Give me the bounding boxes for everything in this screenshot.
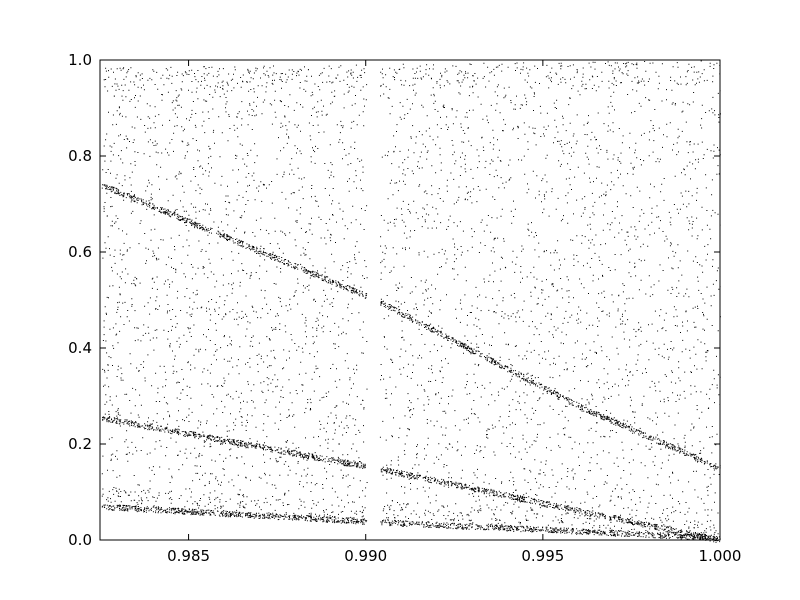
- y-tick-label: 0.8: [68, 147, 92, 165]
- x-tick-label: 0.990: [344, 547, 387, 565]
- scatter-points: [101, 60, 722, 543]
- ticks-layer: [100, 59, 721, 541]
- x-tick-label: 0.985: [167, 547, 210, 565]
- y-tick-label: 0.2: [68, 435, 92, 453]
- y-tick-label: 0.0: [68, 531, 92, 549]
- plot-frame: [99, 59, 721, 541]
- scatter-points-layer: [101, 60, 722, 543]
- x-tick-label: 0.995: [521, 547, 564, 565]
- x-tick-label: 1.000: [699, 547, 742, 565]
- y-tick-label: 1.0: [68, 51, 92, 69]
- y-tick-label: 0.4: [68, 339, 92, 357]
- y-tick-label: 0.6: [68, 243, 92, 261]
- tick-labels-layer: 0.985 0.990 0.995 1.000 0.0 0.2 0.4 0.6 0.8 1.0: [68, 51, 741, 565]
